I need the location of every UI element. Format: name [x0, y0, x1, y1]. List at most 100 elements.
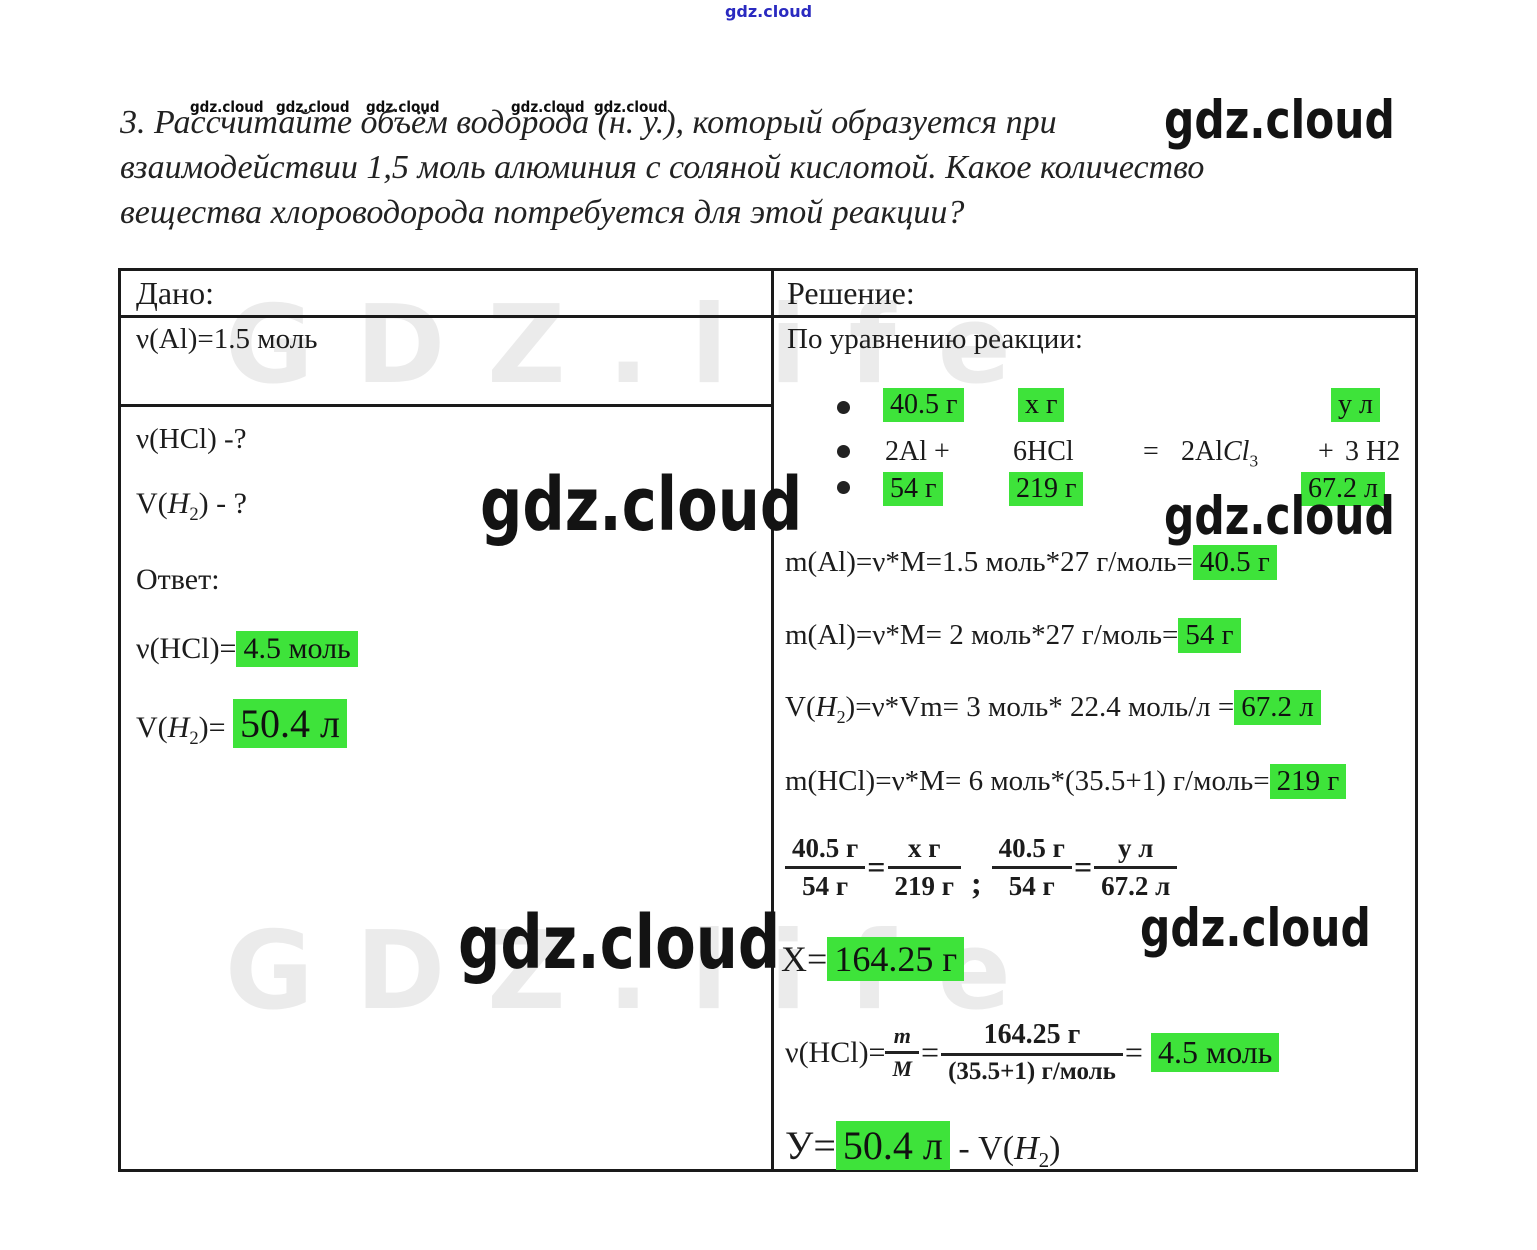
highlighted-value: 164.25 г [827, 937, 965, 981]
answer-nu-hcl: ν(HCl)= 4.5 моль [136, 631, 358, 667]
formula-text: ) [1049, 1130, 1061, 1167]
given-row-divider [121, 404, 771, 407]
fraction-numerator: m [885, 1023, 920, 1054]
given-nu-al: ν(Al)=1.5 моль [136, 323, 318, 355]
formula-text: )=ν*Vm= 3 моль* 22.4 моль/л = [845, 691, 1235, 723]
calc-mass-hcl: m(HCl)=ν*M= 6 моль*(35.5+1) г/моль= 219 г [785, 764, 1347, 799]
equation-plus: + [1318, 436, 1334, 467]
site-watermark-blue: gdz.cloud [724, 2, 813, 21]
formula-text: V( [785, 691, 816, 723]
site-watermark-tiny: gdz.cloud [594, 98, 668, 116]
fraction: x г 219 г [887, 833, 962, 902]
equation-molar-hcl: 219 г [1009, 472, 1084, 506]
highlighted-value: 54 г [1178, 618, 1241, 653]
given-header: Дано: [136, 275, 215, 311]
fraction-numerator: 40.5 г [785, 833, 866, 869]
problem-line: вещества хлороводорода потребуется для э… [120, 194, 965, 231]
equation-term-hcl: 6HCl [1013, 436, 1074, 467]
formula-text: X= [781, 939, 828, 979]
formula-subscript: 2 [836, 706, 846, 727]
fraction: 40.5 г 54 г [785, 833, 866, 902]
fraction-denominator: 54 г [802, 871, 849, 901]
calc-mass-al-1: m(Al)=ν*M=1.5 моль*27 г/моль= 40.5 г [785, 545, 1277, 580]
formula-text: m(Al)=ν*M=1.5 моль*27 г/моль= [785, 546, 1193, 578]
equation-term-al: 2Al + [885, 436, 950, 467]
solution-intro: По уравнению реакции: [787, 323, 1083, 355]
equation-molar-h2: 67.2 л [1301, 472, 1385, 506]
answer-v-h2: V(H2)= 50.4 л [136, 699, 348, 750]
equation-volume-y: у л [1331, 388, 1380, 422]
separator: ; [971, 865, 982, 901]
bullet-icon [837, 445, 850, 458]
solution-table: Дано: ν(Al)=1.5 моль ν(HCl) -? V(H2) - ?… [118, 268, 1418, 1172]
solution-header: Решение: [787, 275, 915, 311]
table-header-divider [121, 315, 1415, 318]
fraction-denominator: (35.5+1) г/моль [948, 1058, 1116, 1085]
table-column-divider [771, 271, 774, 1169]
fraction-numerator: 164.25 г [941, 1019, 1123, 1056]
highlighted-value: 4.5 моль [236, 631, 358, 667]
formula-subscript: 2 [189, 728, 199, 749]
problem-line: взаимодействии 1,5 моль алюминия с солян… [120, 149, 1205, 186]
fraction-numerator: x г [887, 833, 962, 869]
equation-term-alcl3: 2AlCl3 [1181, 436, 1258, 472]
fraction: у л 67.2 л [1094, 833, 1178, 902]
site-watermark-big: gdz.cloud [480, 462, 803, 548]
given-v-h2-question: V(H2) - ? [136, 487, 247, 526]
formula-subscript: 2 [189, 504, 199, 525]
proportion-equations: 40.5 г 54 г = x г 219 г ; 40.5 г 54 г = у л… [785, 833, 1178, 902]
equation-molar-al: 54 г [883, 472, 944, 506]
equals-sign: = [867, 849, 886, 885]
formula-text: 2Al [1181, 436, 1223, 467]
highlighted-value: 67.2 л [1234, 690, 1321, 725]
highlighted-value: 50.4 л [233, 699, 348, 748]
formula-text: - V(H2) [950, 1130, 1061, 1172]
calc-volume-h2: V(H2)=ν*Vm= 3 моль* 22.4 моль/л = 67.2 л [785, 690, 1321, 728]
highlighted-value: 50.4 л [835, 1121, 950, 1170]
formula-subscript: 3 [1249, 451, 1259, 471]
equation-term-h2: 3 H2 [1345, 436, 1401, 467]
equation-equals: = [1143, 436, 1159, 467]
fraction: 40.5 г 54 г [991, 833, 1072, 902]
site-watermark-tiny: gdz.cloud [511, 98, 585, 116]
formula-text: )= [198, 711, 226, 744]
formula-text: m(HCl)=ν*M= 6 моль*(35.5+1) г/моль= [785, 765, 1270, 797]
background-watermark: GDZ.life [225, 283, 1053, 408]
equation-mass-al: 40.5 г [883, 388, 965, 422]
y-result: У= 50.4 л - V(H2) [785, 1121, 1061, 1173]
fraction-denominator: 54 г [1008, 871, 1055, 901]
fraction-denominator: 219 г [894, 871, 955, 901]
formula-text: V( [136, 711, 168, 744]
fraction: 164.25 г (35.5+1) г/моль [941, 1019, 1123, 1086]
problem-statement: 3. Рассчитайте объём водорода (н. у.), к… [120, 100, 1380, 235]
equation-mass-x: x г [1018, 388, 1065, 422]
formula-text: m(Al)=ν*M= 2 моль*27 г/моль= [785, 619, 1179, 651]
formula-text: H [167, 487, 190, 520]
site-watermark-big: gdz.cloud [458, 900, 781, 986]
fraction-denominator: M [892, 1056, 913, 1081]
formula-text: V( [136, 487, 168, 520]
site-watermark-tiny: gdz.cloud [276, 98, 350, 116]
site-watermark-big: gdz.cloud [1140, 898, 1371, 959]
problem-line: 3. Рассчитайте объём водорода (н. у.), к… [120, 104, 1057, 141]
highlighted-value: 40.5 г [1192, 545, 1277, 580]
site-watermark-tiny: gdz.cloud [190, 98, 264, 116]
bullet-icon [837, 481, 850, 494]
formula-text: H [1014, 1130, 1039, 1167]
given-nu-hcl-question: ν(HCl) -? [136, 423, 247, 455]
highlighted-value: 219 г [1269, 764, 1347, 799]
x-result: X= 164.25 г [781, 937, 965, 981]
formula-text: ν(HCl)= [785, 1035, 886, 1069]
fraction-numerator: 40.5 г [991, 833, 1072, 869]
equals-sign: = [1073, 849, 1093, 885]
highlighted-value: 4.5 моль [1150, 1033, 1280, 1072]
formula-text: Cl [1223, 436, 1250, 467]
formula-text: ν(HCl)= [136, 632, 237, 665]
equals-sign: = [921, 1034, 940, 1070]
bullet-icon [837, 401, 850, 414]
site-watermark-big: gdz.cloud [1164, 90, 1395, 151]
site-watermark-big: gdz.cloud [1164, 486, 1395, 547]
